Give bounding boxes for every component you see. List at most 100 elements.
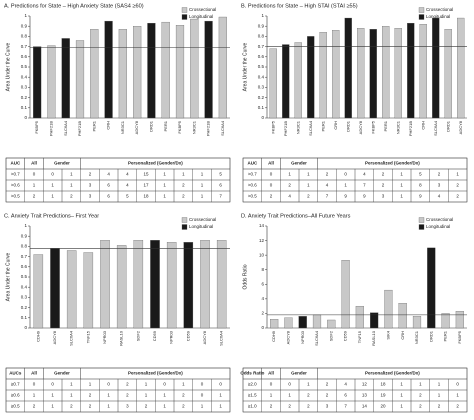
table-cell-text: 0 bbox=[219, 382, 222, 387]
y-tick-label: 0.8 bbox=[258, 34, 265, 39]
table-cell-text: 1 bbox=[400, 194, 403, 199]
table-cell-text: >0.6 bbox=[11, 183, 20, 188]
table-cell-text: 1 bbox=[438, 393, 441, 398]
bar bbox=[100, 240, 110, 329]
table-cell-text: 2 bbox=[419, 393, 422, 398]
legend-swatch bbox=[181, 14, 188, 20]
y-tick-label: 0.9 bbox=[21, 23, 28, 28]
bar bbox=[327, 319, 336, 329]
bar bbox=[50, 248, 60, 329]
table-cell-text: 9 bbox=[419, 194, 422, 199]
table-cell-text: 5 bbox=[419, 172, 422, 177]
x-tick-label: DRD1 bbox=[428, 330, 433, 342]
y-tick-label: 0.3 bbox=[258, 85, 265, 90]
table-cell-text: 1 bbox=[89, 382, 92, 387]
x-tick-label: RASL10 bbox=[119, 330, 124, 346]
bar bbox=[444, 29, 452, 119]
x-tick-label: NPR03 bbox=[300, 330, 305, 344]
table-cell-text: 1 bbox=[163, 194, 166, 199]
table-cell-text: 2 bbox=[326, 172, 329, 177]
bar bbox=[441, 313, 450, 329]
chart-title: B. Predictions for State – High STAI (ST… bbox=[241, 3, 358, 9]
table-cell-text: 1 bbox=[270, 393, 273, 398]
table-header: All bbox=[31, 161, 37, 166]
x-tick-label: ADCY8 bbox=[52, 330, 57, 344]
y-tick-label: 0.4 bbox=[21, 284, 28, 289]
y-tick-label: 0.9 bbox=[21, 233, 28, 238]
table-cell-text: 2 bbox=[89, 393, 92, 398]
chart-title: C. Anxiety Trait Predictions– First Year bbox=[4, 213, 99, 219]
table-cell-text: 1 bbox=[145, 382, 148, 387]
table-cell-text: 0 bbox=[33, 172, 36, 177]
table-cell-text: 17 bbox=[143, 183, 149, 188]
table-cell-text: 2 bbox=[307, 404, 310, 409]
y-tick-label: 0 bbox=[24, 325, 27, 330]
y-tick-label: 1 bbox=[261, 13, 264, 18]
table-cell-text: 3 bbox=[126, 404, 129, 409]
table-cell-text: 1 bbox=[70, 172, 73, 177]
table-header: Gender bbox=[291, 371, 307, 376]
table-cell-text: 1 bbox=[400, 393, 403, 398]
bar bbox=[319, 32, 327, 119]
y-tick-label: 0.9 bbox=[258, 23, 265, 28]
table-cell-text: 13 bbox=[362, 393, 368, 398]
table-cell-text: 1 bbox=[288, 393, 291, 398]
bar bbox=[369, 29, 377, 119]
x-tick-label: SLC6A4 bbox=[219, 330, 224, 346]
bar bbox=[344, 17, 352, 119]
x-tick-label: PER1 bbox=[163, 120, 168, 131]
legend-swatch bbox=[181, 224, 188, 230]
table-cell-text: ≥2.0 bbox=[248, 382, 257, 387]
table-cell bbox=[448, 400, 468, 413]
table-cell-text: 2 bbox=[182, 194, 185, 199]
bar bbox=[457, 17, 465, 119]
table-cell-text: 4 bbox=[344, 382, 347, 387]
table-cell-text: 5 bbox=[126, 194, 129, 199]
bar bbox=[284, 317, 293, 329]
table-cell-text: >0.5 bbox=[248, 194, 257, 199]
x-tick-label: PHF21B bbox=[206, 121, 211, 136]
bar bbox=[312, 314, 322, 329]
bar bbox=[47, 45, 56, 119]
table-header: Personalized (Gender/Dx) bbox=[128, 161, 183, 166]
table-cell-text: 1 bbox=[163, 183, 166, 188]
table-cell-text: 12 bbox=[362, 382, 368, 387]
table-cell-text: 1 bbox=[400, 183, 403, 188]
y-tick-label: 0.7 bbox=[258, 44, 265, 49]
bar bbox=[427, 247, 436, 329]
y-tick-label: 4 bbox=[261, 296, 264, 301]
table-cell-text: 2 bbox=[33, 194, 36, 199]
table-cell-text: 1 bbox=[163, 172, 166, 177]
x-tick-label: FKBP5 bbox=[370, 120, 375, 133]
table-cell-text: 1 bbox=[70, 183, 73, 188]
y-tick-label: 0.2 bbox=[258, 95, 265, 100]
table-cell-text: 1 bbox=[33, 393, 36, 398]
table-cell-text: 3 bbox=[382, 194, 385, 199]
table-cell-text: 0 bbox=[344, 172, 347, 177]
y-tick-label: 0.4 bbox=[258, 74, 265, 79]
x-tick-label: TNF15 bbox=[85, 330, 90, 343]
x-tick-label: CD59 bbox=[152, 330, 157, 341]
table-cell-text: 1 bbox=[201, 404, 204, 409]
legend-label: Crossectional bbox=[426, 7, 453, 12]
table-cell-text: 2 bbox=[326, 393, 329, 398]
x-tick-label: CRH bbox=[106, 121, 111, 130]
table-cell-text: 15 bbox=[143, 172, 149, 177]
x-tick-label: SLC6A4 bbox=[433, 120, 438, 136]
y-tick-label: 0.7 bbox=[21, 44, 28, 49]
table-cell-text: 2 bbox=[145, 404, 148, 409]
table-cell-text: 4 bbox=[107, 172, 110, 177]
x-tick-label: NPR03 bbox=[169, 330, 174, 344]
bar bbox=[175, 25, 185, 119]
table-cell-text: 1 bbox=[182, 172, 185, 177]
table-cell-text: ≥0.5 bbox=[11, 404, 20, 409]
legend-label: Longitudinal bbox=[426, 224, 450, 229]
bar bbox=[204, 20, 213, 119]
table-cell-text: 0 bbox=[270, 172, 273, 177]
bar bbox=[161, 21, 170, 119]
table-header: Personalized (Gender/Dx) bbox=[365, 161, 420, 166]
table-cell-text: 0 bbox=[51, 382, 54, 387]
table-cell-text: 4 bbox=[126, 183, 129, 188]
table-cell-text: 6 bbox=[107, 194, 110, 199]
table-header: AUC bbox=[10, 161, 20, 166]
